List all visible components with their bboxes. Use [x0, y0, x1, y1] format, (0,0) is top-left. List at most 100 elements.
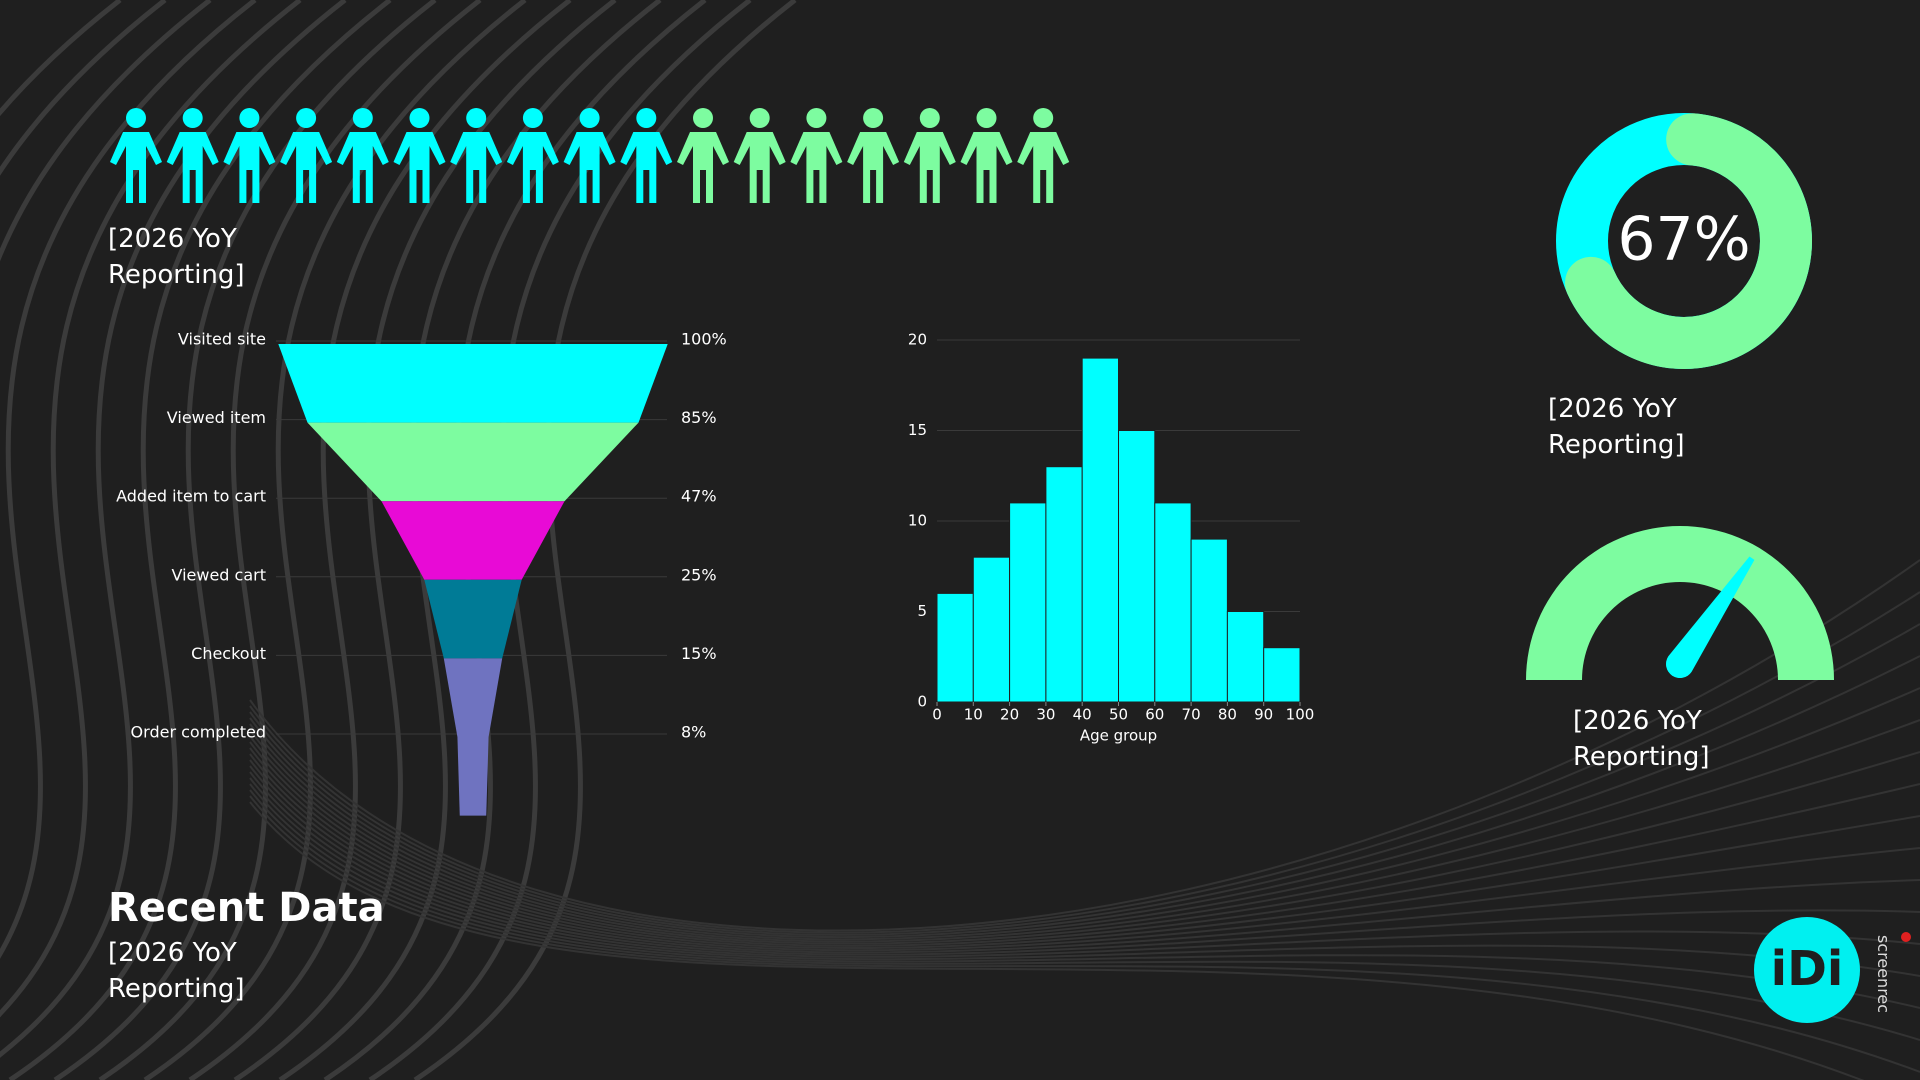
watermark: screenrec	[1874, 935, 1893, 1014]
person-body	[847, 132, 900, 203]
person-body	[223, 132, 276, 203]
funnel-segment	[424, 579, 522, 659]
person-icon	[1017, 108, 1070, 203]
bg-curve	[53, 0, 437, 1080]
bg-curve	[233, 0, 617, 1080]
bg-curve	[249, 771, 1920, 958]
x-tick-label: 80	[1218, 706, 1237, 724]
bg-curve	[188, 0, 572, 1080]
person-head	[296, 108, 317, 128]
histogram-bar	[1190, 538, 1228, 703]
person-body	[620, 132, 673, 203]
person-icon	[223, 108, 276, 203]
funnel-segment	[381, 501, 565, 580]
value-label: 100%	[681, 330, 727, 349]
category-label: Checkout	[191, 644, 266, 663]
person-head	[466, 108, 487, 128]
bg-curve	[249, 719, 1920, 943]
bg-curve	[249, 753, 1920, 952]
bg-curve	[249, 747, 1920, 950]
y-tick-label: 20	[908, 331, 927, 349]
x-tick-label: 60	[1145, 706, 1164, 724]
person-body	[450, 132, 503, 203]
person-icon	[677, 108, 729, 203]
histogram-bar	[1045, 466, 1083, 703]
person-head	[976, 108, 997, 128]
person-icon	[506, 108, 559, 203]
bg-curve	[249, 795, 1920, 1073]
person-body	[393, 132, 446, 203]
person-head	[126, 108, 146, 128]
person-body	[1017, 132, 1070, 203]
bg-curve	[249, 623, 1920, 936]
person-head	[919, 108, 940, 128]
category-label: Visited site	[178, 330, 266, 349]
person-head	[693, 108, 713, 128]
person-head	[806, 108, 827, 128]
subtitle: [2026 YoY Reporting]	[108, 938, 245, 1004]
histogram-bar	[1081, 357, 1119, 703]
person-icon	[110, 108, 162, 203]
donut-arc	[1564, 113, 1812, 369]
person-body	[110, 132, 162, 203]
person-icon	[563, 108, 616, 203]
y-tick-label: 10	[908, 512, 927, 530]
person-body	[563, 132, 616, 203]
person-head	[749, 108, 770, 128]
person-head	[1033, 108, 1054, 128]
person-icon	[336, 108, 389, 203]
x-tick-label: 0	[932, 706, 942, 724]
person-icon	[903, 108, 956, 203]
bg-curve	[0, 0, 347, 1058]
charts: Visited site 100% Viewed item 85% Added item…	[110, 108, 1834, 816]
bg-curve	[143, 0, 527, 1080]
bg-curve	[249, 741, 1920, 947]
x-tick-label: 40	[1073, 706, 1092, 724]
person-head	[522, 108, 543, 128]
bg-curve	[249, 591, 1920, 934]
person-body	[960, 132, 1013, 203]
x-tick-label: 100	[1286, 706, 1315, 724]
bg-curve	[98, 0, 482, 1080]
histogram-bar	[1263, 647, 1301, 703]
person-icon	[733, 108, 786, 203]
person-body	[733, 132, 786, 203]
caption: [2026 YoY Reporting]	[108, 224, 245, 290]
person-body	[506, 132, 559, 203]
funnel-segment	[457, 737, 489, 816]
person-body	[790, 132, 843, 203]
x-tick-label: 20	[1000, 706, 1019, 724]
person-body	[677, 132, 729, 203]
person-icon	[960, 108, 1013, 203]
bg-curve	[249, 759, 1920, 954]
funnel-segment	[443, 658, 503, 737]
person-head	[579, 108, 600, 128]
value-label: 85%	[681, 408, 717, 427]
x-tick-label: 30	[1036, 706, 1055, 724]
person-head	[863, 108, 884, 128]
bg-curve	[0, 0, 212, 262]
bg-curve	[0, 0, 257, 959]
bg-curve	[0, 0, 302, 1018]
y-tick-label: 15	[908, 421, 927, 439]
person-head	[239, 108, 260, 128]
person-icon	[790, 108, 843, 203]
bg-curve	[249, 655, 1920, 938]
bg-curve	[249, 765, 1920, 956]
person-icon	[620, 108, 673, 203]
logo-circle	[1754, 917, 1860, 1023]
value-label: 47%	[681, 487, 717, 506]
category-label: Order completed	[131, 723, 266, 742]
bg-curve	[249, 559, 1920, 932]
x-tick-label: 10	[964, 706, 983, 724]
bg-curve	[249, 735, 1920, 945]
person-head	[409, 108, 430, 128]
bg-curve	[8, 0, 392, 1080]
x-tick-label: 70	[1182, 706, 1201, 724]
value-label: 15%	[681, 644, 717, 663]
x-tick-label: 50	[1109, 706, 1128, 724]
y-tick-label: 5	[917, 602, 927, 620]
bg-curve	[249, 801, 1864, 1080]
value-label: 25%	[681, 565, 717, 584]
histogram-bar	[1154, 502, 1192, 703]
